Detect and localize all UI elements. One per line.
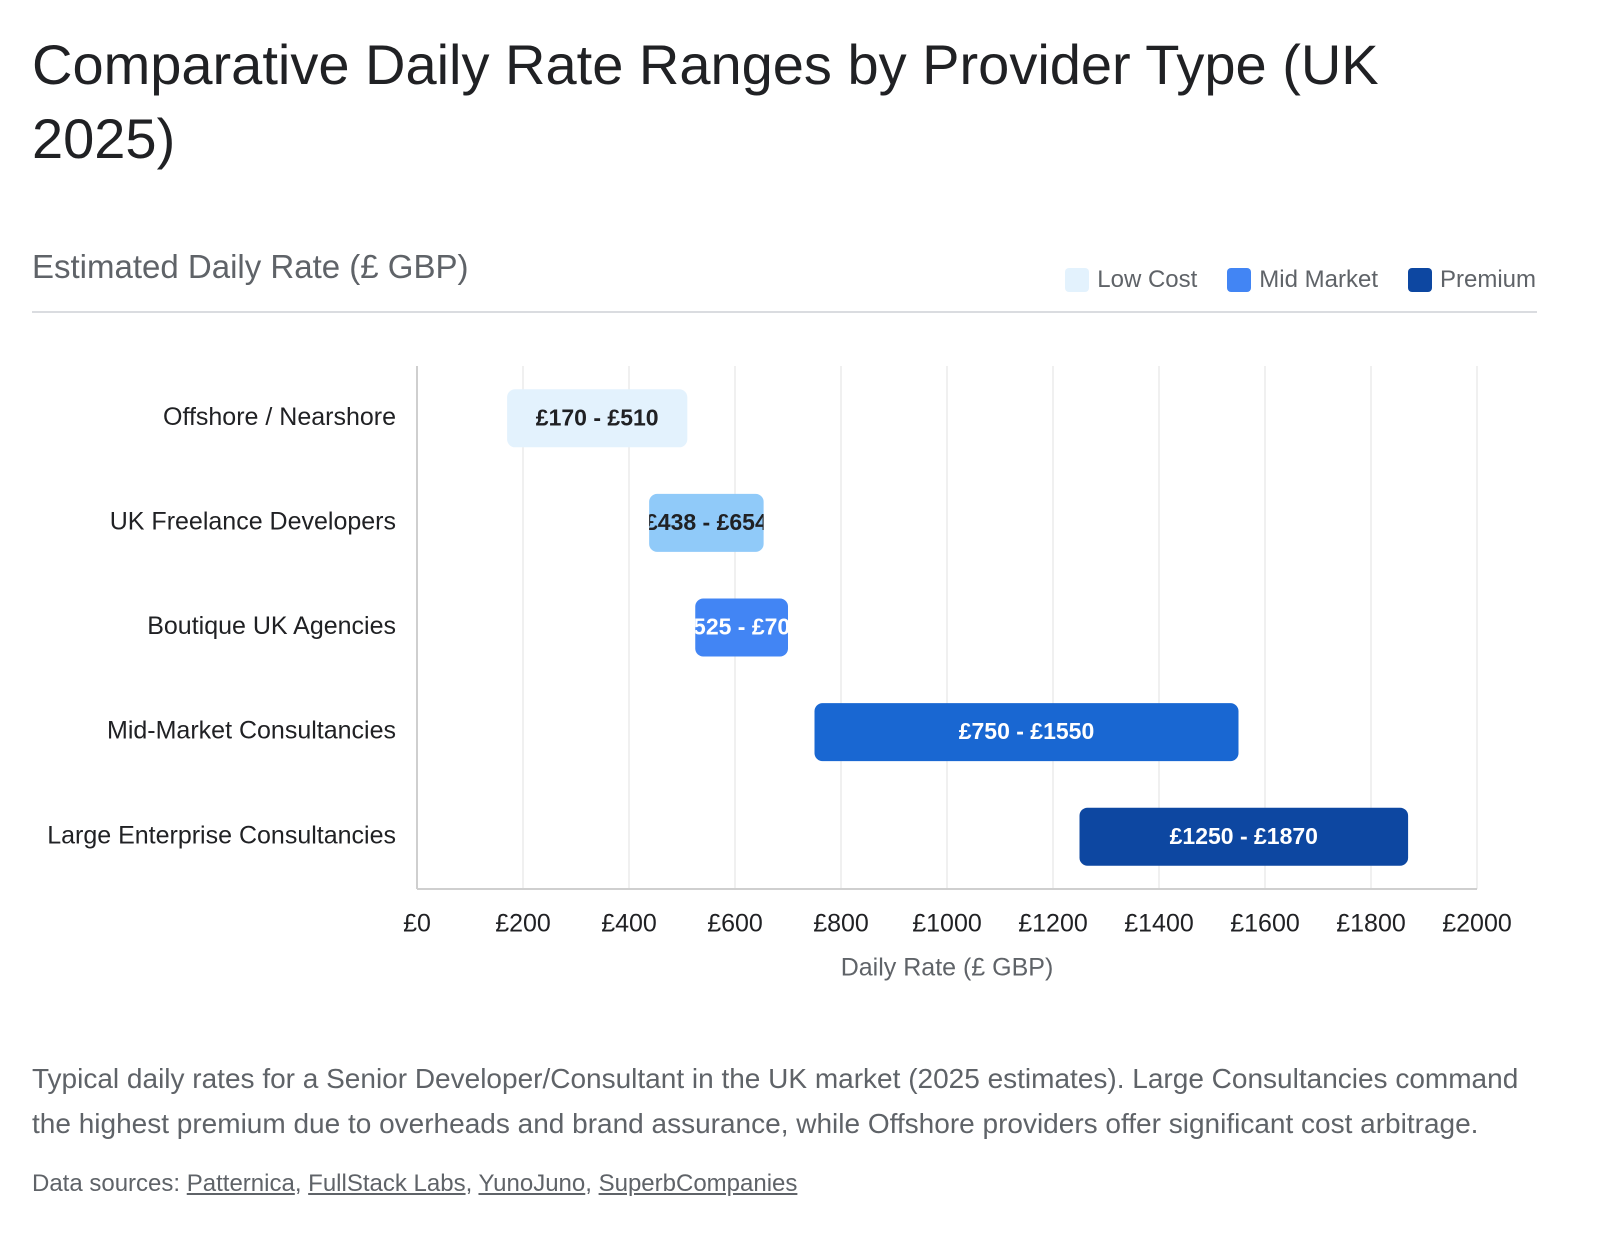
chart-title: Comparative Daily Rate Ranges by Provide… xyxy=(32,33,1379,170)
x-tick-label: £1800 xyxy=(1336,910,1406,938)
sources-label: Data sources: xyxy=(32,1170,181,1197)
y-tick-label: Boutique UK Agencies xyxy=(147,612,396,640)
legend-swatch xyxy=(1065,268,1090,292)
x-tick-label: £800 xyxy=(813,910,869,938)
source-link[interactable]: Patternica xyxy=(187,1170,302,1197)
legend-swatch xyxy=(1407,268,1432,292)
x-tick-label: £1600 xyxy=(1230,910,1300,938)
range-bar xyxy=(1079,807,1409,866)
legend-swatch xyxy=(1227,268,1252,292)
x-tick-label: £1400 xyxy=(1124,910,1194,938)
bar-label: £1250 - £1870 xyxy=(1170,823,1318,849)
chart-subtitle: Estimated Daily Rate (£ GBP) xyxy=(32,248,469,285)
chart: £0 £200 £400 £600 £800 £1000 £1200 £1400 £1600 £1… xyxy=(47,366,1512,982)
range-bar xyxy=(507,389,688,448)
bar-label: £170 - £510 xyxy=(536,404,659,430)
y-tick-label: Offshore / Nearshore xyxy=(163,403,396,431)
legend-label: Low Cost xyxy=(1097,266,1198,293)
x-tick-label: £200 xyxy=(495,910,551,938)
source-link[interactable]: SuperbCompanies xyxy=(598,1170,798,1197)
legend-label: Mid Market xyxy=(1259,266,1378,293)
divider xyxy=(32,311,1537,313)
legend-item: Premium xyxy=(1407,266,1536,294)
legend-item: Low Cost xyxy=(1065,266,1197,294)
x-tick-label: £400 xyxy=(601,910,657,938)
x-axis-title: Daily Rate (£ GBP) xyxy=(841,954,1054,982)
bar-label: £525 - £700 xyxy=(680,614,803,640)
y-tick-label: UK Freelance Developers xyxy=(110,508,396,536)
legend: Low Cost Mid Market Premium xyxy=(1065,266,1536,294)
x-tick-label: £0 xyxy=(403,910,431,938)
x-tick-label: £600 xyxy=(707,910,763,938)
bar-label: £438 - £654 xyxy=(645,509,768,535)
source-link[interactable]: YunoJuno xyxy=(478,1170,591,1197)
legend-item: Mid Market xyxy=(1227,266,1378,294)
range-bar xyxy=(814,703,1239,762)
source-link[interactable]: FullStack Labs xyxy=(308,1170,472,1197)
y-tick-label: Mid-Market Consultancies xyxy=(107,717,396,745)
x-tick-label: £2000 xyxy=(1442,910,1512,938)
caption: Typical daily rates for a Senior Develop… xyxy=(32,1063,1519,1139)
range-bar xyxy=(649,493,764,552)
sources: Data sources: Patternica FullStack Labs … xyxy=(32,1170,797,1198)
x-tick-label: £1200 xyxy=(1018,910,1088,938)
y-tick-label: Large Enterprise Consultancies xyxy=(47,821,396,849)
x-tick-label: £1000 xyxy=(912,910,982,938)
range-bar xyxy=(695,598,788,657)
legend-label: Premium xyxy=(1439,266,1536,293)
bar-label: £750 - £1550 xyxy=(959,718,1095,744)
